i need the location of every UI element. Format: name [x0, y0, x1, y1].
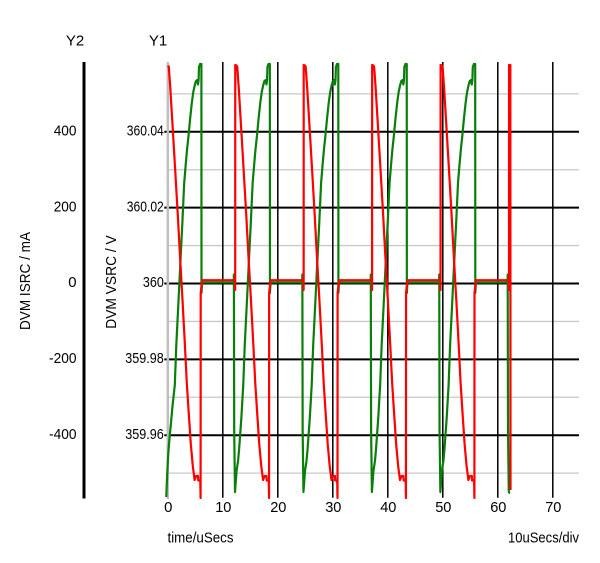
svg-text:360.04: 360.04 — [127, 123, 164, 140]
svg-text:70: 70 — [545, 499, 561, 516]
svg-text:-200: -200 — [49, 350, 77, 367]
svg-text:10: 10 — [215, 499, 231, 516]
svg-text:200: 200 — [54, 198, 77, 215]
svg-text:60: 60 — [490, 499, 506, 516]
svg-text:0: 0 — [68, 274, 76, 291]
svg-text:50: 50 — [435, 499, 451, 516]
svg-text:30: 30 — [325, 499, 341, 516]
svg-text:40: 40 — [380, 499, 396, 516]
svg-text:0: 0 — [164, 499, 172, 516]
svg-text:time/uSecs: time/uSecs — [168, 530, 234, 547]
svg-text:400: 400 — [54, 123, 77, 140]
svg-text:10uSecs/div: 10uSecs/div — [508, 530, 579, 547]
svg-text:-400: -400 — [49, 426, 77, 443]
svg-text:360.02: 360.02 — [127, 198, 164, 215]
svg-text:DVM ISRC / mA: DVM ISRC / mA — [17, 232, 34, 330]
svg-text:360: 360 — [143, 274, 164, 291]
svg-text:20: 20 — [270, 499, 286, 516]
svg-text:Y2: Y2 — [66, 33, 84, 50]
svg-text:Y1: Y1 — [149, 33, 167, 50]
svg-text:359.96: 359.96 — [125, 426, 164, 443]
svg-text:DVM VSRC / V: DVM VSRC / V — [103, 235, 120, 329]
svg-text:359.98: 359.98 — [125, 350, 164, 367]
